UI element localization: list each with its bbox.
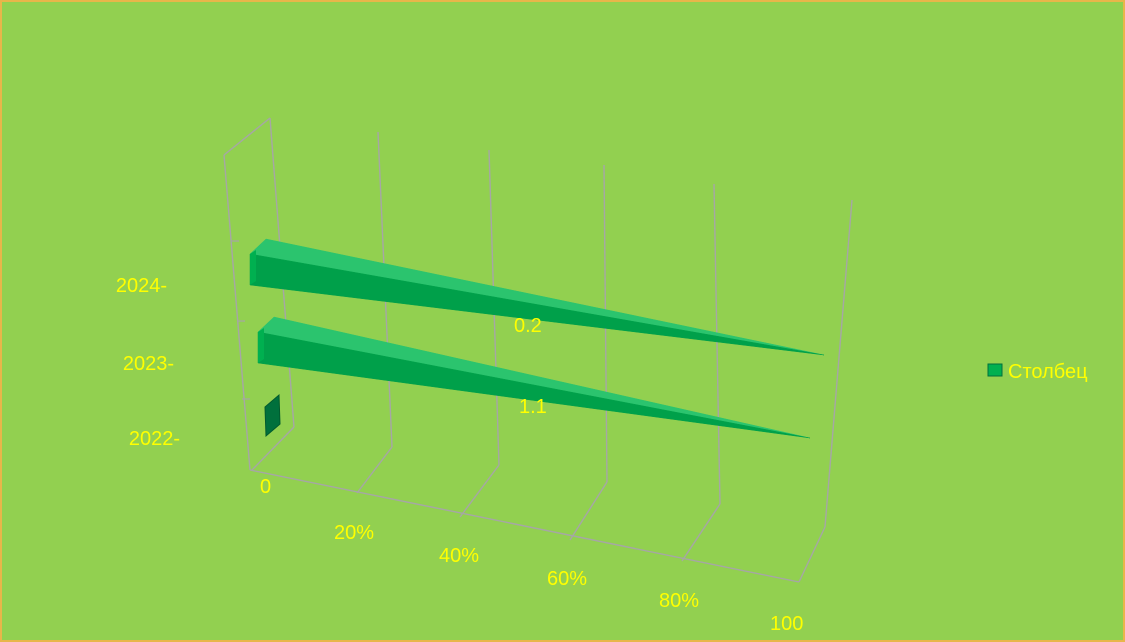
y-tick-labels: 2024- 2023- 2022- <box>116 275 180 450</box>
x-tick-label-20: 20% <box>334 522 374 544</box>
gridline-wall-4 <box>713 183 721 505</box>
gridline-floor-3 <box>569 481 608 541</box>
bar-2022- <box>264 393 281 438</box>
gridline-floor-1 <box>356 446 393 494</box>
x-axis-line <box>249 469 800 583</box>
y-tick-label-2024: 2024- <box>116 275 167 297</box>
data-labels: 0.2 1.1 <box>514 315 547 418</box>
x-tick-label-60: 60% <box>547 568 587 590</box>
x-tick-label-0: 0 <box>260 476 271 498</box>
gridline-floor-5 <box>798 526 826 583</box>
bar-face-2024- <box>250 250 256 285</box>
bar-face-2023- <box>258 328 264 363</box>
y-tick-label-2022: 2022- <box>129 428 180 450</box>
gridline-wall-5 <box>824 199 853 528</box>
bars <box>249 238 825 439</box>
data-label-2023: 1.1 <box>519 396 547 418</box>
x-tick-label-80: 80% <box>659 590 699 612</box>
gridline-floor-0 <box>251 426 295 471</box>
x-tick-labels: 0 20% 40% 60% 80% 100 <box>260 476 803 635</box>
gridline-floor-2 <box>459 464 500 518</box>
side-wall-top-edge <box>223 117 271 156</box>
legend-swatch <box>987 363 1003 377</box>
y-tick-label-2023: 2023- <box>123 353 174 375</box>
data-label-2024: 0.2 <box>514 315 542 337</box>
legend-entry-label: Столбец <box>1008 361 1088 383</box>
legend: Столбец <box>987 361 1088 383</box>
gridline-floor-4 <box>681 503 721 562</box>
x-tick-label-40: 40% <box>439 545 479 567</box>
y-axis-line <box>223 154 251 471</box>
x-tick-label-100: 100 <box>770 613 803 635</box>
